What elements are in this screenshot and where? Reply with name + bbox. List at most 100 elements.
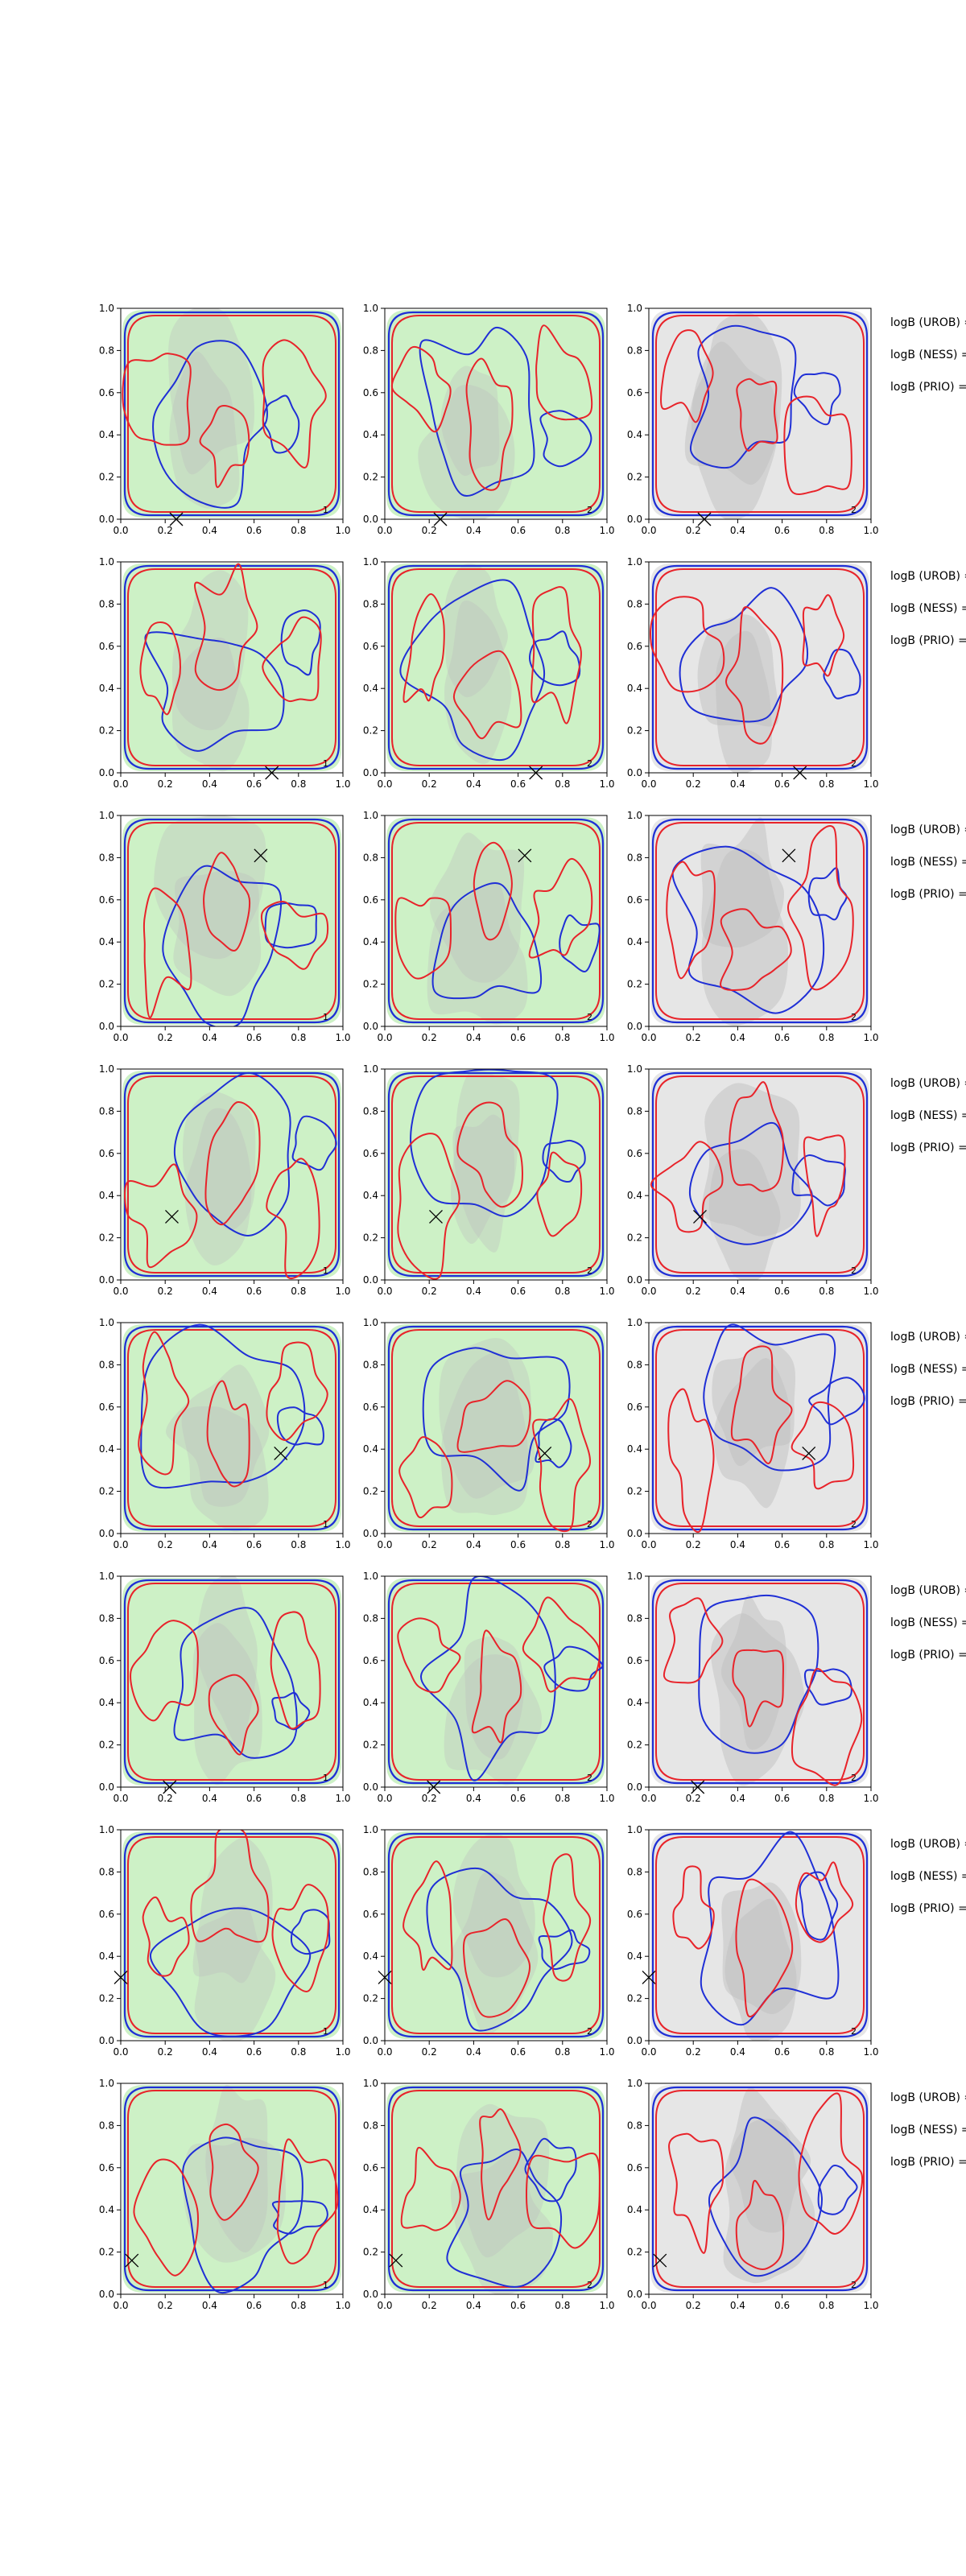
blue-contour	[123, 1579, 341, 1785]
side-label: logB (PRIO) =	[890, 1649, 966, 1662]
axes-frame	[120, 1575, 344, 1788]
panel-r2-c3: 0.00.0 0.2 0.2 0.4 0.4 0.6 0.6 0.8 0.8 1.0 1.0 2	[627, 556, 879, 790]
shaded-region	[729, 2087, 811, 2233]
y-tick-label: 0.4	[363, 936, 378, 947]
shaded-region	[721, 1882, 802, 2014]
blue-contour	[419, 326, 535, 497]
y-tick-label: 0.0	[99, 767, 114, 778]
red-contour	[536, 1151, 583, 1237]
y-tick-label: 0.2	[99, 1232, 114, 1244]
blue-contour	[793, 372, 841, 426]
x-tick-label: 0.2	[422, 2300, 437, 2311]
y-tick-label: 0.4	[627, 1951, 642, 1962]
panel-corner-label: 2	[587, 1519, 592, 1530]
x-tick-label: 0.8	[819, 778, 834, 790]
y-tick-label: 1.0	[99, 1824, 114, 1835]
x-tick-label: 0.0	[641, 1286, 656, 1297]
red-contour	[522, 1596, 601, 1693]
y-tick-label: 0.0	[627, 2289, 642, 2300]
x-tick-label: 0.0	[113, 1032, 128, 1043]
x-tick-label: 0.6	[510, 778, 526, 790]
y-tick-label: 1.0	[363, 1317, 378, 1328]
x-tick-label: 0.8	[819, 1032, 834, 1043]
panel-r4-c1: 0.00.0 0.2 0.2 0.4 0.4 0.6 0.6 0.8 0.8 1.0 1.0 1	[99, 1063, 351, 1297]
y-tick-label: 0.0	[99, 1021, 114, 1032]
red-contour	[803, 1134, 846, 1237]
x-tick-label: 0.0	[113, 2300, 128, 2311]
x-tick-label: 0.8	[291, 1032, 306, 1043]
x-tick-label: 0.2	[686, 1032, 701, 1043]
side-label: logB (NESS) =	[890, 349, 966, 361]
red-contour	[791, 1401, 855, 1490]
x-tick-label: 0.2	[686, 1286, 701, 1297]
y-tick-label: 0.8	[627, 2120, 642, 2131]
y-tick-label: 0.4	[363, 1190, 378, 1201]
x-tick-label: 0.2	[422, 2046, 437, 2058]
blue-contour	[144, 631, 285, 752]
x-tick-label: 0.4	[202, 2046, 217, 2058]
red-contour	[456, 1101, 523, 1208]
x-tick-label: 1.0	[863, 1286, 878, 1297]
red-contour	[535, 324, 593, 421]
panel-r2-c2: 0.00.0 0.2 0.2 0.4 0.4 0.6 0.6 0.8 0.8 1.0 1.0 2	[363, 556, 615, 790]
y-tick-label: 0.4	[363, 683, 378, 694]
y-tick-label: 0.8	[363, 345, 378, 356]
red-contour	[400, 2146, 461, 2231]
axes-frame	[648, 1575, 872, 1788]
cross-marker	[265, 766, 279, 780]
x-tick-label: 0.4	[202, 2300, 217, 2311]
x-tick-label: 0.4	[202, 525, 217, 536]
red-contour	[732, 1649, 784, 1728]
y-tick-label: 0.0	[363, 1528, 378, 1539]
cross-marker	[125, 2253, 139, 2268]
y-tick-label: 0.2	[363, 1740, 378, 1751]
blue-contour	[431, 882, 543, 1000]
side-label: logB (NESS) =	[890, 2124, 966, 2136]
red-contour	[190, 1830, 270, 1943]
red-contour	[266, 1158, 320, 1280]
x-tick-label: 0.0	[641, 1032, 656, 1043]
red-contour	[462, 1918, 531, 2018]
y-tick-label: 0.6	[99, 387, 114, 398]
panel-corner-label: 1	[323, 2026, 328, 2037]
red-contour	[724, 606, 784, 745]
red-contour	[394, 897, 452, 980]
y-tick-label: 1.0	[363, 303, 378, 314]
cross-marker	[427, 1780, 441, 1794]
blue-contour	[291, 1115, 337, 1171]
x-tick-label: 0.4	[730, 1286, 745, 1297]
blue-contour	[559, 914, 601, 972]
shaded-region	[691, 341, 778, 519]
axes-frame	[384, 815, 608, 1027]
red-contour	[791, 1668, 863, 1786]
red-contour	[127, 315, 336, 513]
red-contour	[271, 1884, 329, 1992]
shaded-region	[464, 1636, 524, 1760]
x-tick-label: 0.4	[202, 1539, 217, 1550]
panel-corner-label: 2	[851, 1773, 857, 1783]
y-tick-label: 1.0	[627, 1824, 642, 1835]
y-tick-label: 0.0	[99, 1274, 114, 1286]
panel-r3-c1: 0.00.0 0.2 0.2 0.4 0.4 0.6 0.6 0.8 0.8 1.0 1.0 1	[99, 810, 351, 1043]
axes-frame	[648, 815, 872, 1027]
y-tick-label: 0.0	[363, 514, 378, 525]
red-contour	[262, 339, 327, 469]
red-contour	[397, 1133, 460, 1280]
x-tick-label: 0.2	[422, 1793, 437, 1804]
shaded-region	[154, 815, 266, 960]
y-tick-label: 0.6	[363, 1148, 378, 1159]
x-tick-label: 0.2	[158, 1539, 173, 1550]
y-tick-label: 0.2	[627, 1993, 642, 2004]
y-tick-label: 0.0	[627, 514, 642, 525]
x-tick-label: 0.0	[641, 525, 656, 536]
y-tick-label: 0.0	[99, 514, 114, 525]
x-tick-label: 1.0	[335, 525, 350, 536]
cross-marker	[782, 848, 796, 863]
y-tick-label: 0.2	[627, 1740, 642, 1751]
x-tick-label: 0.2	[422, 778, 437, 790]
red-contour	[736, 378, 778, 452]
red-contour	[735, 1878, 794, 2018]
y-tick-label: 1.0	[99, 1317, 114, 1328]
blue-contour	[651, 1071, 869, 1278]
y-tick-label: 0.8	[627, 598, 642, 609]
